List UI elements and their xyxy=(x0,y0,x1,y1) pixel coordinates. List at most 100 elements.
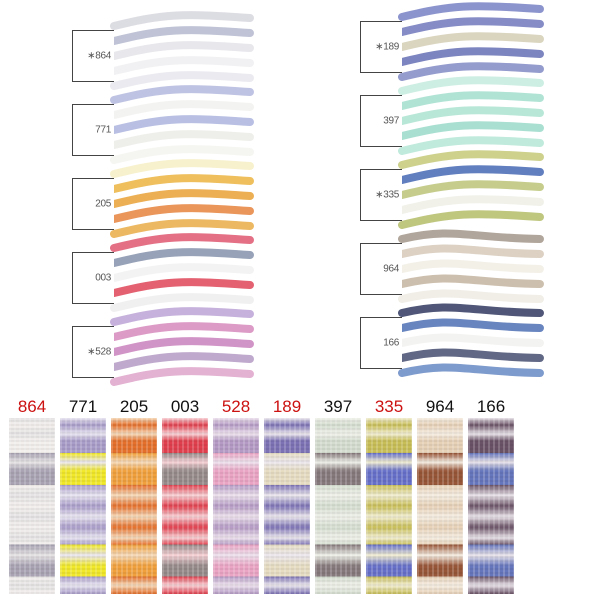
yarn-strand xyxy=(110,174,254,193)
shade-card: ∗528 xyxy=(72,326,114,378)
swatch-color-number: 771 xyxy=(68,397,98,416)
yarn-strand xyxy=(398,333,544,347)
swatch-color-number: 528 xyxy=(221,397,251,416)
shade-card: 205 xyxy=(72,178,114,230)
yarn-strand xyxy=(398,210,544,229)
yarn-strand xyxy=(398,76,544,95)
yarn-strand xyxy=(398,244,544,258)
shade-card-label: 003 xyxy=(95,272,111,284)
shade-card-label: ∗864 xyxy=(87,50,111,62)
yarn-strand xyxy=(398,274,544,288)
knit-swatch xyxy=(60,418,106,594)
yarn-strand xyxy=(398,106,544,125)
swatch-column: 205 xyxy=(111,396,157,594)
yarn-strand xyxy=(110,189,254,208)
knit-swatch xyxy=(213,418,259,594)
yarn-strand xyxy=(398,180,544,199)
yarn-strand xyxy=(110,278,254,297)
swatch-column: 528 xyxy=(213,396,259,594)
shade-card-label: 397 xyxy=(383,115,399,127)
yarn-strand xyxy=(398,32,544,51)
yarn-strand xyxy=(110,307,254,326)
yarn-strand xyxy=(398,348,544,362)
yarn-strand xyxy=(110,337,254,356)
yarn-strand xyxy=(398,195,544,214)
shade-card: 003 xyxy=(72,252,114,304)
shade-card-label: ∗335 xyxy=(375,189,399,201)
yarn-strand xyxy=(110,219,254,238)
yarn-strand xyxy=(110,115,254,134)
yarn-strand xyxy=(398,165,544,184)
shade-card: 771 xyxy=(72,104,114,156)
swatch-color-number: 205 xyxy=(119,397,149,416)
yarn-strand xyxy=(110,41,254,60)
yarn-strand xyxy=(398,91,544,110)
yarn-strand xyxy=(110,322,254,341)
yarn-strand xyxy=(398,150,544,169)
yarn-strand xyxy=(110,293,254,312)
yarn-strand xyxy=(110,159,254,178)
yarn-strand xyxy=(110,11,254,30)
knit-swatch xyxy=(111,418,157,594)
yarn-strand xyxy=(110,248,254,267)
shade-card: ∗189 xyxy=(360,21,402,73)
yarn-strand xyxy=(110,145,254,164)
swatch-color-number: 397 xyxy=(323,397,353,416)
shade-card-label: 205 xyxy=(95,198,111,210)
yarn-strand xyxy=(398,47,544,66)
yarn-strand xyxy=(398,318,544,332)
knit-swatch xyxy=(366,418,412,594)
swatch-column: 397 xyxy=(315,396,361,594)
knit-swatch xyxy=(417,418,463,594)
yarn-strand xyxy=(110,130,254,149)
shade-card: ∗864 xyxy=(72,30,114,82)
swatch-color-number: 189 xyxy=(272,397,302,416)
swatch-column: 335 xyxy=(366,396,412,594)
yarn-strand xyxy=(398,121,544,140)
knit-swatch xyxy=(468,418,514,594)
swatch-color-number: 335 xyxy=(374,397,404,416)
yarn-strand xyxy=(398,62,544,81)
swatch-color-number: 166 xyxy=(476,397,506,416)
swatch-column: 964 xyxy=(417,396,463,594)
yarn-strand xyxy=(110,56,254,75)
swatch-column: 189 xyxy=(264,396,310,594)
yarn-strand xyxy=(110,233,254,252)
shade-card-label: 964 xyxy=(383,263,399,275)
yarn-strand xyxy=(110,263,254,282)
knit-swatch xyxy=(315,418,361,594)
shade-card: 397 xyxy=(360,95,402,147)
yarn-strand xyxy=(398,229,544,243)
yarn-strand xyxy=(110,352,254,371)
yarn-strand xyxy=(110,204,254,223)
yarn-strand xyxy=(110,26,254,45)
shade-card-label: ∗189 xyxy=(375,41,399,53)
shade-card-label: 771 xyxy=(95,124,111,136)
swatch-color-number: 864 xyxy=(17,397,47,416)
yarn-strand xyxy=(398,363,544,377)
swatch-column: 771 xyxy=(60,396,106,594)
shade-card: ∗335 xyxy=(360,169,402,221)
knit-swatch xyxy=(264,418,310,594)
yarn-strand xyxy=(110,85,254,104)
knit-swatch xyxy=(162,418,208,594)
shade-card: 166 xyxy=(360,317,402,369)
shade-card: 964 xyxy=(360,243,402,295)
yarn-strand xyxy=(398,2,544,21)
swatch-column: 003 xyxy=(162,396,208,594)
yarn-strand xyxy=(398,289,544,303)
swatch-column: 166 xyxy=(468,396,514,594)
swatch-color-number: 964 xyxy=(425,397,455,416)
yarn-strand xyxy=(110,367,254,386)
yarn-strand xyxy=(110,71,254,90)
yarn-strand xyxy=(398,303,544,317)
yarn-strands-area xyxy=(110,2,544,386)
yarn-strand xyxy=(398,17,544,36)
yarn-strand xyxy=(398,259,544,273)
shade-card-label: 166 xyxy=(383,337,399,349)
yarn-strand xyxy=(110,100,254,119)
knit-swatch xyxy=(9,418,55,594)
swatch-column: 864 xyxy=(9,396,55,594)
shade-card-label: ∗528 xyxy=(87,346,111,358)
yarn-strand xyxy=(398,136,544,155)
